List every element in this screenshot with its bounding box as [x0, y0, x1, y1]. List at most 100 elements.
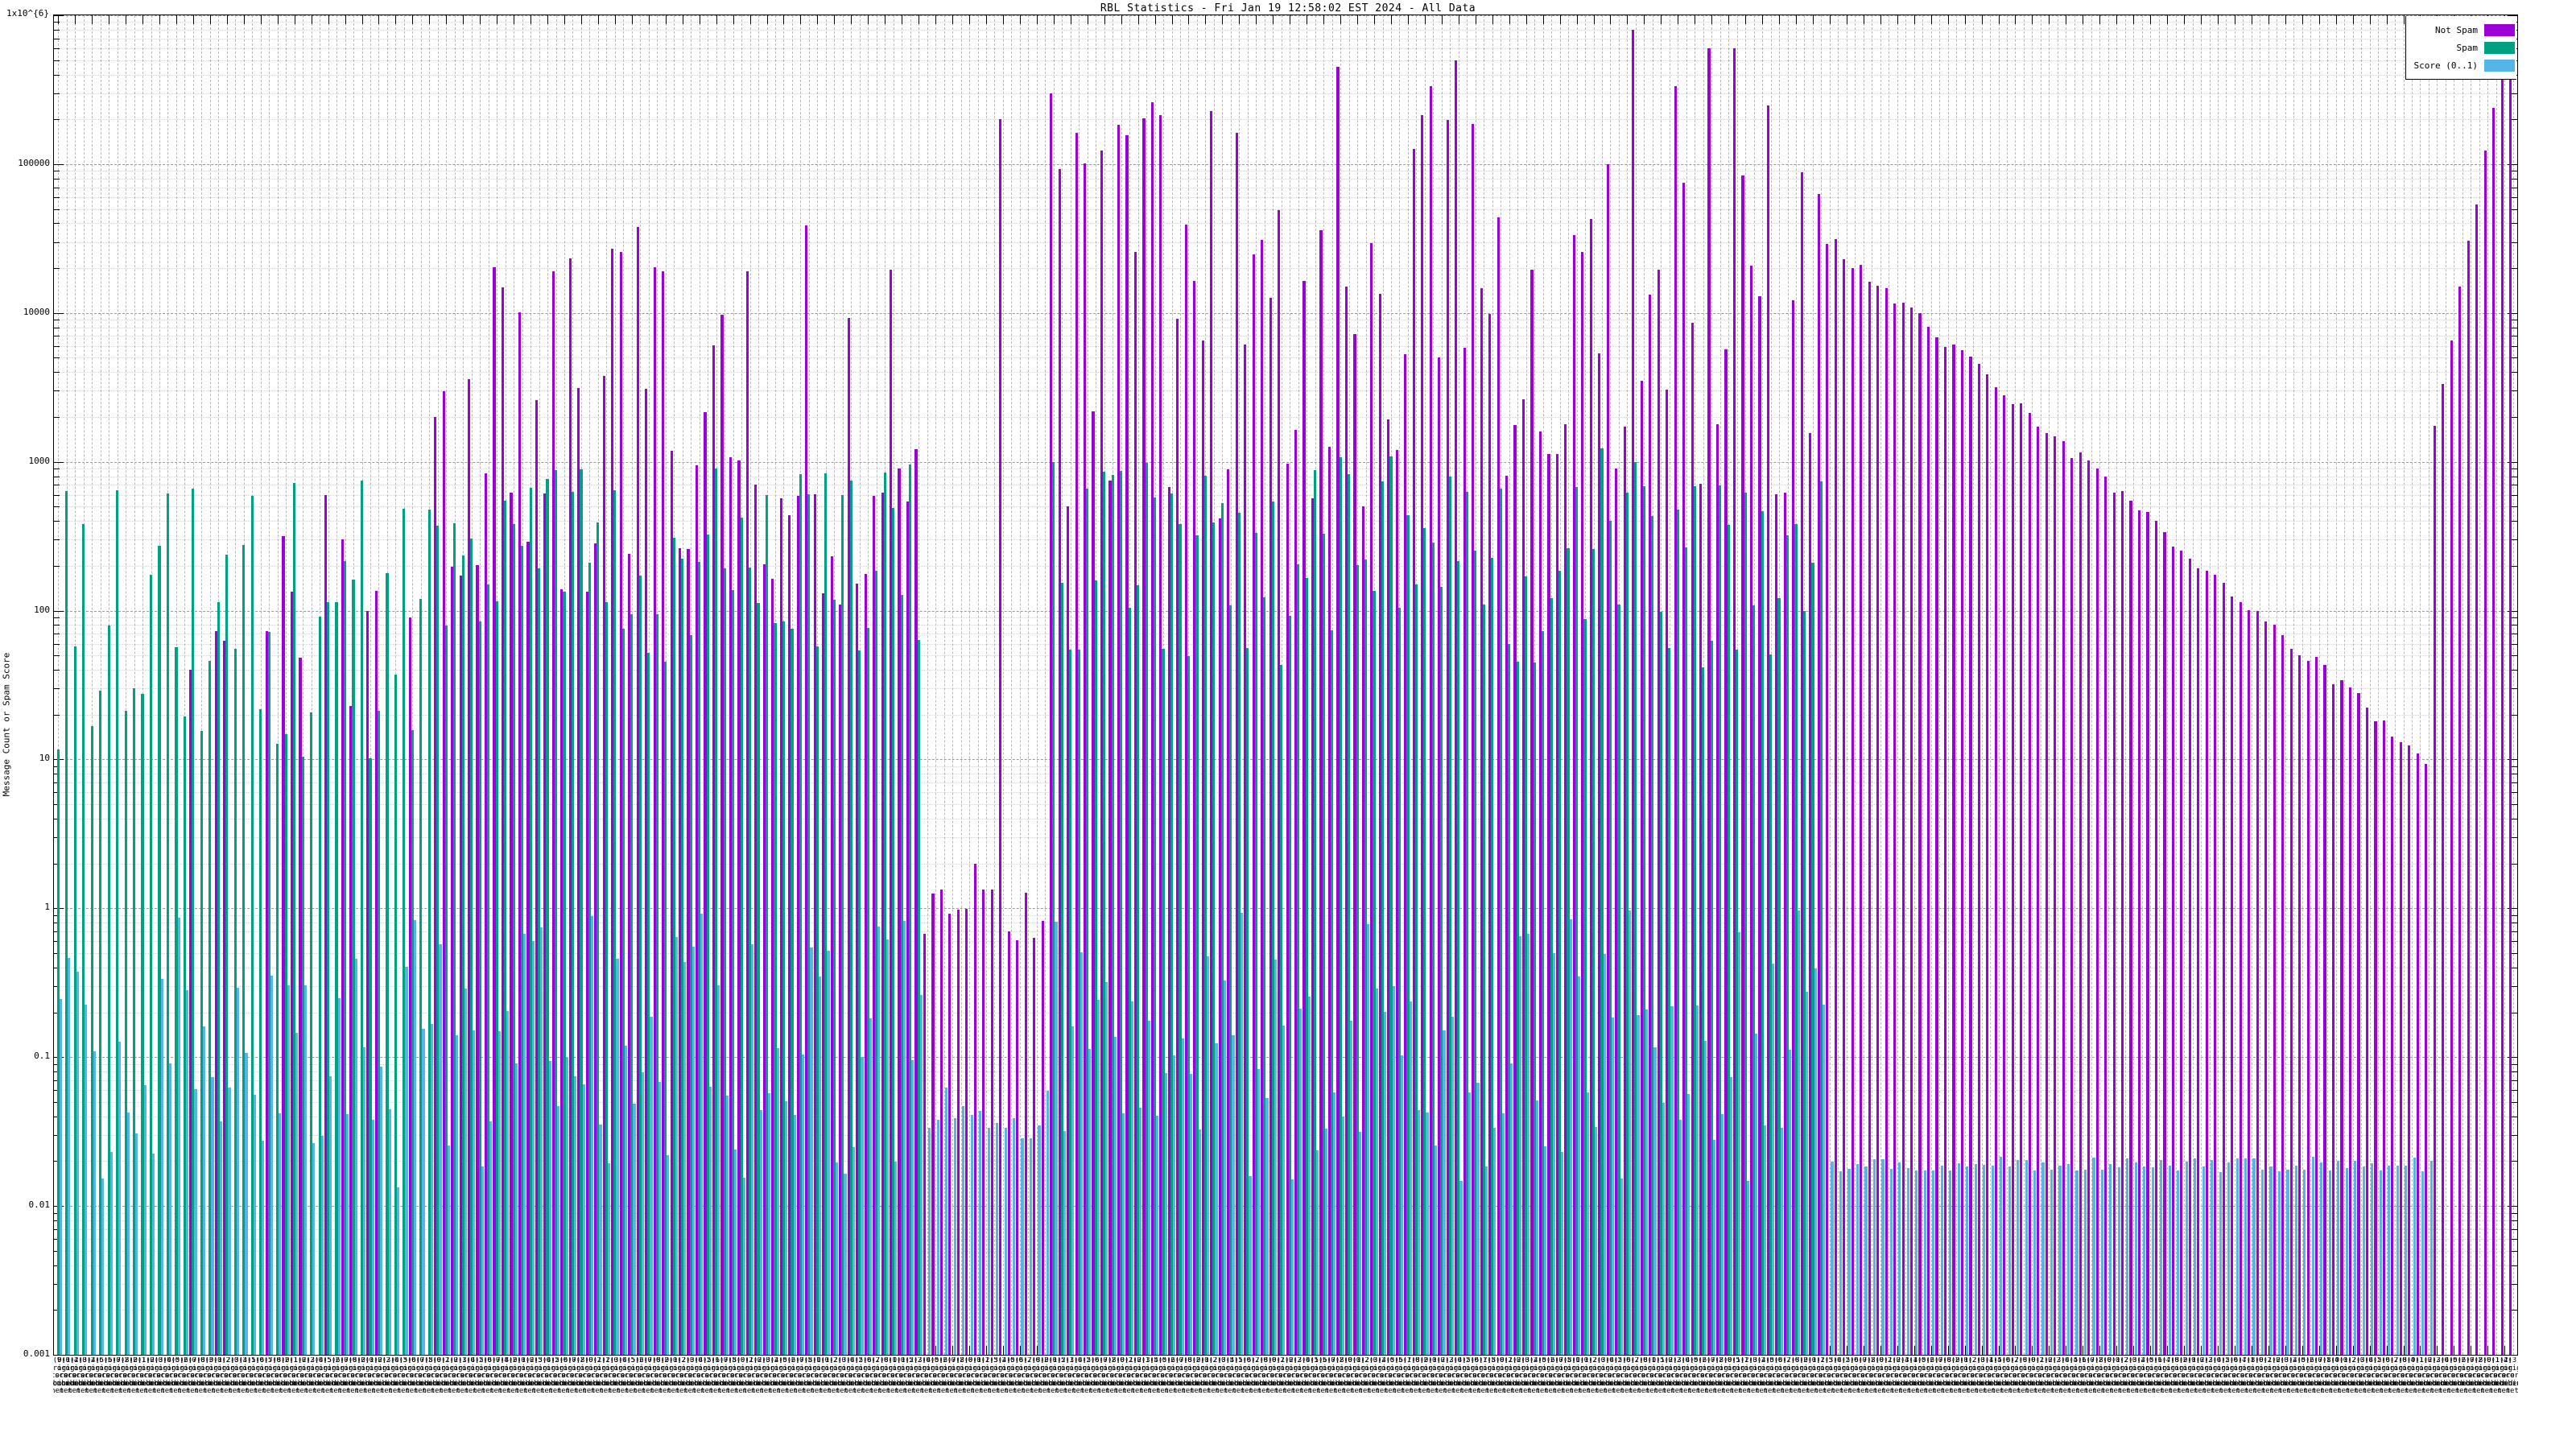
x-tick-label-line: net [1029, 1387, 1042, 1396]
y-minor-tick [54, 417, 60, 418]
x-tick [278, 15, 279, 24]
x-tick-label-line: net [85, 1387, 98, 1396]
bar-score [1113, 1037, 1117, 1355]
bar-not-spam [670, 450, 673, 1355]
bar-not-spam [1125, 135, 1129, 1355]
x-tick-label-line: score [2467, 1372, 2490, 1381]
x-tick-label-line: 0(3) [1668, 1357, 1686, 1364]
bar-score [2151, 1166, 2154, 1355]
x-tick-label-line: orig [2081, 1364, 2099, 1373]
x-tick-label-line: 0(3) [2048, 1357, 2066, 1364]
x-tick-label-line: 1(2) [2495, 1357, 2513, 1364]
bar-not-spam [2399, 741, 2402, 1355]
x-tick-label-line: score [2054, 1372, 2076, 1381]
bar-spam [73, 646, 76, 1355]
x-tick-label-line: orig [2056, 1364, 2074, 1373]
legend-item[interactable]: Spam [2406, 39, 2516, 56]
bar-not-spam [2028, 412, 2031, 1355]
bar-spam [1280, 665, 1283, 1355]
x-tick-label-line: combined [757, 1379, 792, 1388]
x-tick-label-line: orig [1212, 1364, 1231, 1373]
y-minor-tick [54, 494, 60, 496]
y-minor-tick [2512, 1090, 2517, 1092]
bar-score [1173, 1055, 1176, 1355]
x-tick-label: 0(4) orig score combined net [2124, 1357, 2158, 1396]
x-tick-label-line: 0(5) [698, 1357, 716, 1364]
x-tick-label-line: net [2463, 1387, 2477, 1396]
bar-not-spam [830, 556, 833, 1355]
x-tick-label-line: net [228, 1387, 242, 1396]
x-tick-label-line: score [105, 1372, 128, 1381]
x-tick-label-line: combined [1389, 1379, 1425, 1388]
bar-score [2320, 1162, 2323, 1355]
bar-score [1806, 991, 1809, 1355]
bar-not-spam [864, 574, 867, 1355]
x-tick-label-line: score [679, 1372, 701, 1381]
x-tick-label-line: score [1556, 1372, 1579, 1381]
x-tick-label-line: score [2029, 1372, 2051, 1381]
x-tick-label-line: score [1396, 1372, 1418, 1381]
x-tick-label-line: 2(3) [2351, 1357, 2369, 1364]
x-tick-label: 0(2) orig score combined net [1955, 1357, 1989, 1396]
y-minor-tick [54, 1090, 60, 1092]
x-tick-label-line: net [708, 1387, 722, 1396]
x-tick-label-line: 0(2) [1963, 1357, 1981, 1364]
x-tick-label-line: orig [2174, 1364, 2192, 1373]
x-tick-label-line: net [1055, 1387, 1068, 1396]
bar-score [953, 1118, 956, 1355]
x-tick-label-line: net [650, 1387, 663, 1396]
x-tick-label: 1(2) orig score combined net [2410, 1357, 2445, 1396]
y-minor-tick [2512, 539, 2517, 541]
x-tick [547, 15, 548, 24]
legend-item[interactable]: Not Spam [2406, 21, 2516, 39]
x-tick-label: 2(6) orig score combined net [850, 1357, 885, 1396]
bar-not-spam [577, 387, 580, 1355]
y-minor-tick [2512, 268, 2517, 270]
bar-spam [892, 508, 895, 1355]
x-tick-label-line: combined [647, 1379, 683, 1388]
x-tick-label-line: score [1185, 1372, 1208, 1381]
x-tick-label-line: net [936, 1387, 950, 1396]
x-gridline [286, 15, 287, 1355]
bar-not-spam [2281, 634, 2285, 1355]
x-tick-label-line: net [2134, 1387, 2148, 1396]
x-tick-label-line: orig [782, 1364, 800, 1373]
x-tick-label-line: score [611, 1372, 634, 1381]
x-tick-label-line: combined [377, 1379, 413, 1388]
x-tick-label-line: orig [2107, 1364, 2125, 1373]
x-tick-label-line: score [1176, 1372, 1199, 1381]
x-tick-label: 0(1) orig score combined net [1339, 1357, 1373, 1396]
bar-not-spam [1868, 281, 1871, 1355]
x-tick-label: 0(5) orig score combined net [1297, 1357, 1331, 1396]
x-tick-label-line: combined [208, 1379, 244, 1388]
x-tick-label-line: score [2155, 1372, 2178, 1381]
x-tick-label-line: combined [352, 1379, 387, 1388]
x-tick-label-line: net [219, 1387, 233, 1396]
bar-not-spam [2273, 625, 2276, 1355]
bar-spam [1634, 462, 1637, 1355]
x-tick-label-line: 4(8) [2242, 1357, 2260, 1364]
bar-score [1274, 960, 1277, 1355]
x-tick-label-line: 5(5) [1229, 1357, 1248, 1364]
x-tick [733, 15, 734, 24]
x-tick-label-line: combined [1516, 1379, 1551, 1388]
x-tick-label-line: score [2307, 1372, 2330, 1381]
x-tick-label-line: orig [411, 1364, 429, 1373]
x-tick-label-line: score [1641, 1372, 1663, 1381]
x-tick-label-line: 3(6) [402, 1357, 421, 1364]
x-tick-label-line: combined [470, 1379, 506, 1388]
bar-score [1307, 997, 1311, 1355]
x-tick-label-line: net [573, 1387, 588, 1396]
bar-not-spam [1851, 267, 1854, 1355]
bar-score [1678, 1120, 1682, 1355]
x-tick-label-line: 0(8) [1179, 1357, 1197, 1364]
x-tick-label-line: net [548, 1387, 562, 1396]
x-tick-label-line: 1(8) [1482, 1357, 1501, 1364]
x-tick-label: 0(1) orig score combined net [960, 1357, 994, 1396]
x-tick-label-line: orig [1887, 1364, 1905, 1373]
bar-not-spam [451, 567, 454, 1355]
x-tick-label-line: combined [925, 1379, 961, 1388]
legend-item[interactable]: Score (0..1) [2406, 56, 2516, 74]
